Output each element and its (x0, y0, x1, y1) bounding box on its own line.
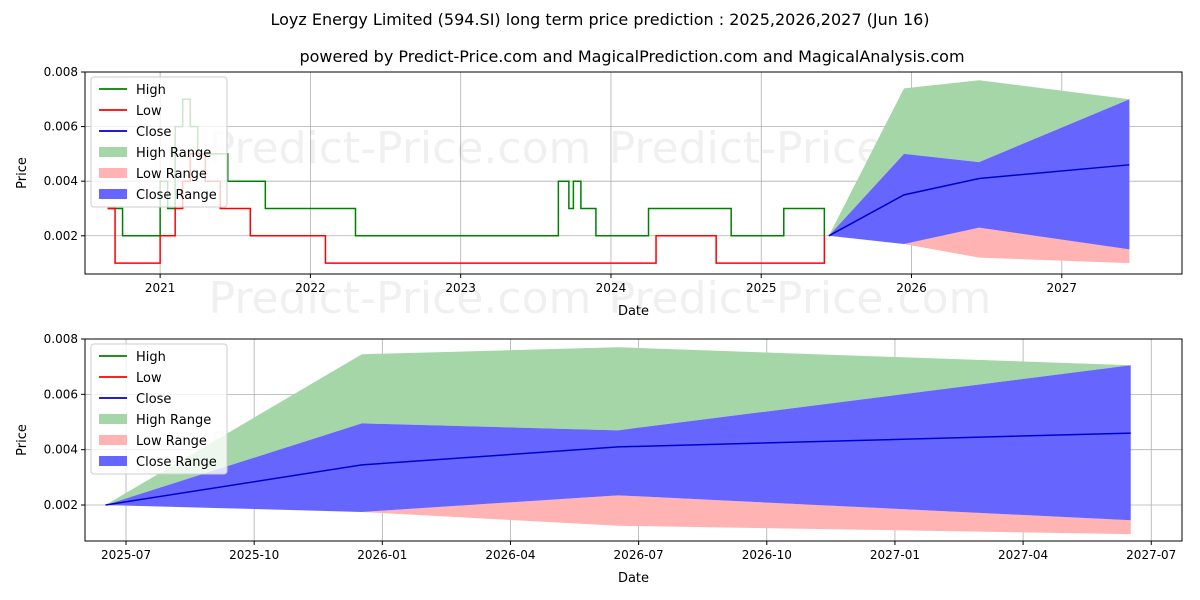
y-axis-label: Price (15, 424, 30, 456)
high-range-band (828, 80, 1130, 236)
low-series-line (107, 153, 826, 264)
x-tick-label: 2025-10 (229, 548, 279, 562)
legend-label-high: High (136, 83, 166, 98)
watermark-text: Predict-Price.com (209, 123, 592, 174)
x-tick-label: 2027-01 (870, 548, 920, 562)
watermark-text: Predict-Price.com (209, 273, 592, 324)
x-tick-label: 2027 (1047, 281, 1078, 295)
y-tick-label: 0.002 (44, 498, 78, 512)
legend-label-high-range: High Range (136, 146, 211, 161)
x-tick-label: 2026 (896, 281, 927, 295)
legend: High Low Close High Range Low Range Close Ran… (90, 76, 228, 208)
legend-swatch-close-range (99, 189, 127, 199)
legend-swatch-low-range (99, 168, 127, 178)
y-tick-label: 0.004 (44, 443, 78, 457)
y-tick-label: 0.008 (44, 332, 78, 346)
high-range-band (105, 347, 1131, 506)
x-tick-label: 2021 (145, 281, 176, 295)
legend-swatch-high-range (99, 147, 127, 157)
legend-label-close: Close (136, 392, 171, 407)
y-tick-label: 0.004 (44, 174, 78, 188)
x-tick-label: 2026-01 (357, 548, 407, 562)
x-tick-label: 2026-04 (485, 548, 535, 562)
close-series-line (828, 164, 1130, 237)
chart-title: Loyz Energy Limited (594.SI) long term p… (270, 10, 929, 29)
legend-label-low-range: Low Range (136, 167, 207, 182)
close-range-band (105, 365, 1131, 521)
x-tick-label: 2025-07 (101, 548, 151, 562)
legend-label-low: Low (136, 104, 162, 119)
legend-label-close-range: Close Range (136, 188, 217, 203)
x-tick-label: 2023 (445, 281, 476, 295)
y-tick-label: 0.006 (44, 120, 78, 134)
legend-swatch-high-range (99, 414, 127, 424)
legend-label-low: Low (136, 371, 162, 386)
x-tick-label: 2025 (746, 281, 777, 295)
y-axis-label: Price (15, 157, 30, 189)
y-tick-label: 0.008 (44, 65, 78, 79)
x-axis-label: Date (618, 304, 649, 319)
legend-label-close-range: Close Range (136, 455, 217, 470)
x-tick-label: 2027-07 (1126, 548, 1176, 562)
close-series-line (105, 432, 1131, 506)
low-range-band (828, 227, 1130, 264)
close-range-band (828, 99, 1130, 250)
legend: High Low Close High Range Low Range Close Ran… (90, 343, 228, 475)
y-tick-label: 0.002 (44, 229, 78, 243)
legend-label-high: High (136, 350, 166, 365)
x-tick-label: 2026-10 (742, 548, 792, 562)
x-axis-label: Date (618, 571, 649, 586)
history-panel: Predict-Price.com Predict-Price.com Predic… (15, 65, 1183, 324)
legend-label-low-range: Low Range (136, 434, 207, 449)
x-tick-label: 2024 (596, 281, 627, 295)
legend-swatch-close-range (99, 456, 127, 466)
watermark-text: Predict-Price.com (609, 273, 992, 324)
x-tick-label: 2022 (295, 281, 326, 295)
legend-swatch-low-range (99, 435, 127, 445)
axes-frame (84, 338, 1183, 542)
x-tick-label: 2027-04 (998, 548, 1048, 562)
legend-label-high-range: High Range (136, 413, 211, 428)
x-tick-label: 2026-07 (614, 548, 664, 562)
axes-frame (84, 71, 1183, 275)
legend-label-close: Close (136, 125, 171, 140)
low-range-band (105, 495, 1131, 535)
y-tick-label: 0.006 (44, 387, 78, 401)
forecast-panel: Predict-Price.comPredict-Price.com2025-0… (15, 332, 1183, 586)
chart-subtitle: powered by Predict-Price.com and Magical… (299, 47, 964, 66)
